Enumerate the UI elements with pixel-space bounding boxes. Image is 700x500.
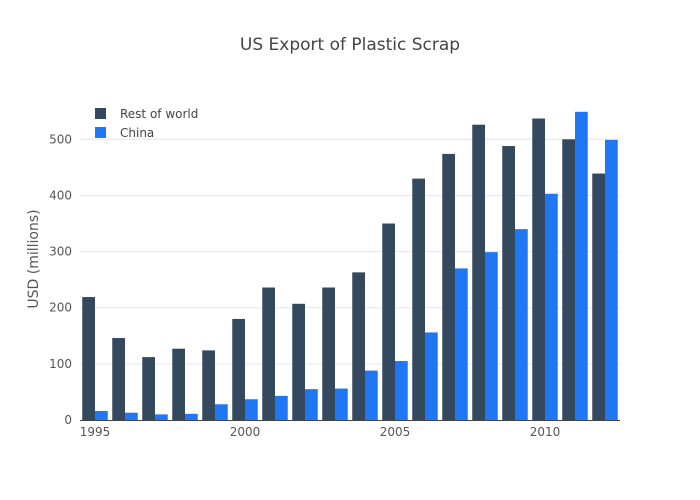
bar-rest-of-world-2002[interactable] (292, 303, 305, 420)
bar-china-2005[interactable] (395, 361, 408, 420)
bar-china-1997[interactable] (155, 414, 168, 420)
gridlines (80, 138, 620, 365)
x-axis-ticks: 1995 2000 2005 2010 (80, 425, 561, 439)
y-axis-title: USD (millions) (26, 209, 42, 308)
bar-china-1999[interactable] (215, 404, 228, 420)
bar-rest-of-world-1995[interactable] (82, 297, 95, 420)
bar-china-1995[interactable] (95, 411, 108, 420)
bar-rest-of-world-2004[interactable] (352, 272, 365, 420)
y-tick-label: 300 (49, 245, 72, 259)
bars (82, 111, 618, 421)
bar-china-2001[interactable] (275, 395, 288, 420)
bar-rest-of-world-2000[interactable] (232, 318, 245, 420)
bar-china-2009[interactable] (515, 229, 528, 420)
bar-china-1996[interactable] (125, 412, 138, 420)
bar-rest-of-world-2007[interactable] (442, 153, 455, 421)
bar-rest-of-world-2006[interactable] (412, 178, 425, 420)
x-tick-label: 2000 (230, 425, 261, 439)
legend: Rest of world China (95, 107, 198, 140)
legend-label: China (120, 126, 154, 140)
bar-china-2003[interactable] (335, 388, 348, 420)
bar-china-2006[interactable] (425, 332, 438, 420)
bar-rest-of-world-2011[interactable] (562, 139, 575, 420)
y-tick-label: 200 (49, 301, 72, 315)
legend-swatch (95, 108, 106, 119)
x-tick-label: 2010 (530, 425, 561, 439)
bar-china-2012[interactable] (605, 139, 618, 420)
bar-rest-of-world-1998[interactable] (172, 348, 185, 420)
bar-china-2008[interactable] (485, 252, 498, 420)
x-tick-label: 2005 (380, 425, 411, 439)
y-tick-label: 500 (49, 132, 72, 146)
bar-china-1998[interactable] (185, 413, 198, 420)
chart-title: US Export of Plastic Scrap (240, 35, 460, 55)
legend-label: Rest of world (120, 107, 198, 121)
bar-china-2000[interactable] (245, 399, 258, 420)
y-tick-label: 100 (49, 357, 72, 371)
bar-china-2007[interactable] (455, 268, 468, 420)
bar-rest-of-world-1996[interactable] (112, 338, 125, 420)
bar-china-2011[interactable] (575, 111, 588, 420)
x-tick-label: 1995 (80, 425, 111, 439)
legend-swatch (95, 127, 106, 138)
bar-china-2004[interactable] (365, 370, 378, 420)
y-tick-label: 400 (49, 188, 72, 202)
bar-rest-of-world-2003[interactable] (322, 287, 335, 420)
bar-china-2002[interactable] (305, 389, 318, 420)
y-tick-label: 0 (64, 413, 72, 427)
bar-rest-of-world-2001[interactable] (262, 287, 275, 420)
bar-china-2010[interactable] (545, 193, 558, 420)
bar-rest-of-world-2008[interactable] (472, 124, 485, 420)
y-axis-ticks: 0 100 200 300 400 500 (49, 132, 72, 427)
bar-rest-of-world-2010[interactable] (532, 118, 545, 421)
bar-rest-of-world-1997[interactable] (142, 357, 155, 420)
bar-rest-of-world-2012[interactable] (592, 173, 605, 420)
bar-rest-of-world-1999[interactable] (202, 350, 215, 420)
bar-rest-of-world-2009[interactable] (502, 146, 515, 420)
bar-rest-of-world-2005[interactable] (382, 223, 395, 420)
